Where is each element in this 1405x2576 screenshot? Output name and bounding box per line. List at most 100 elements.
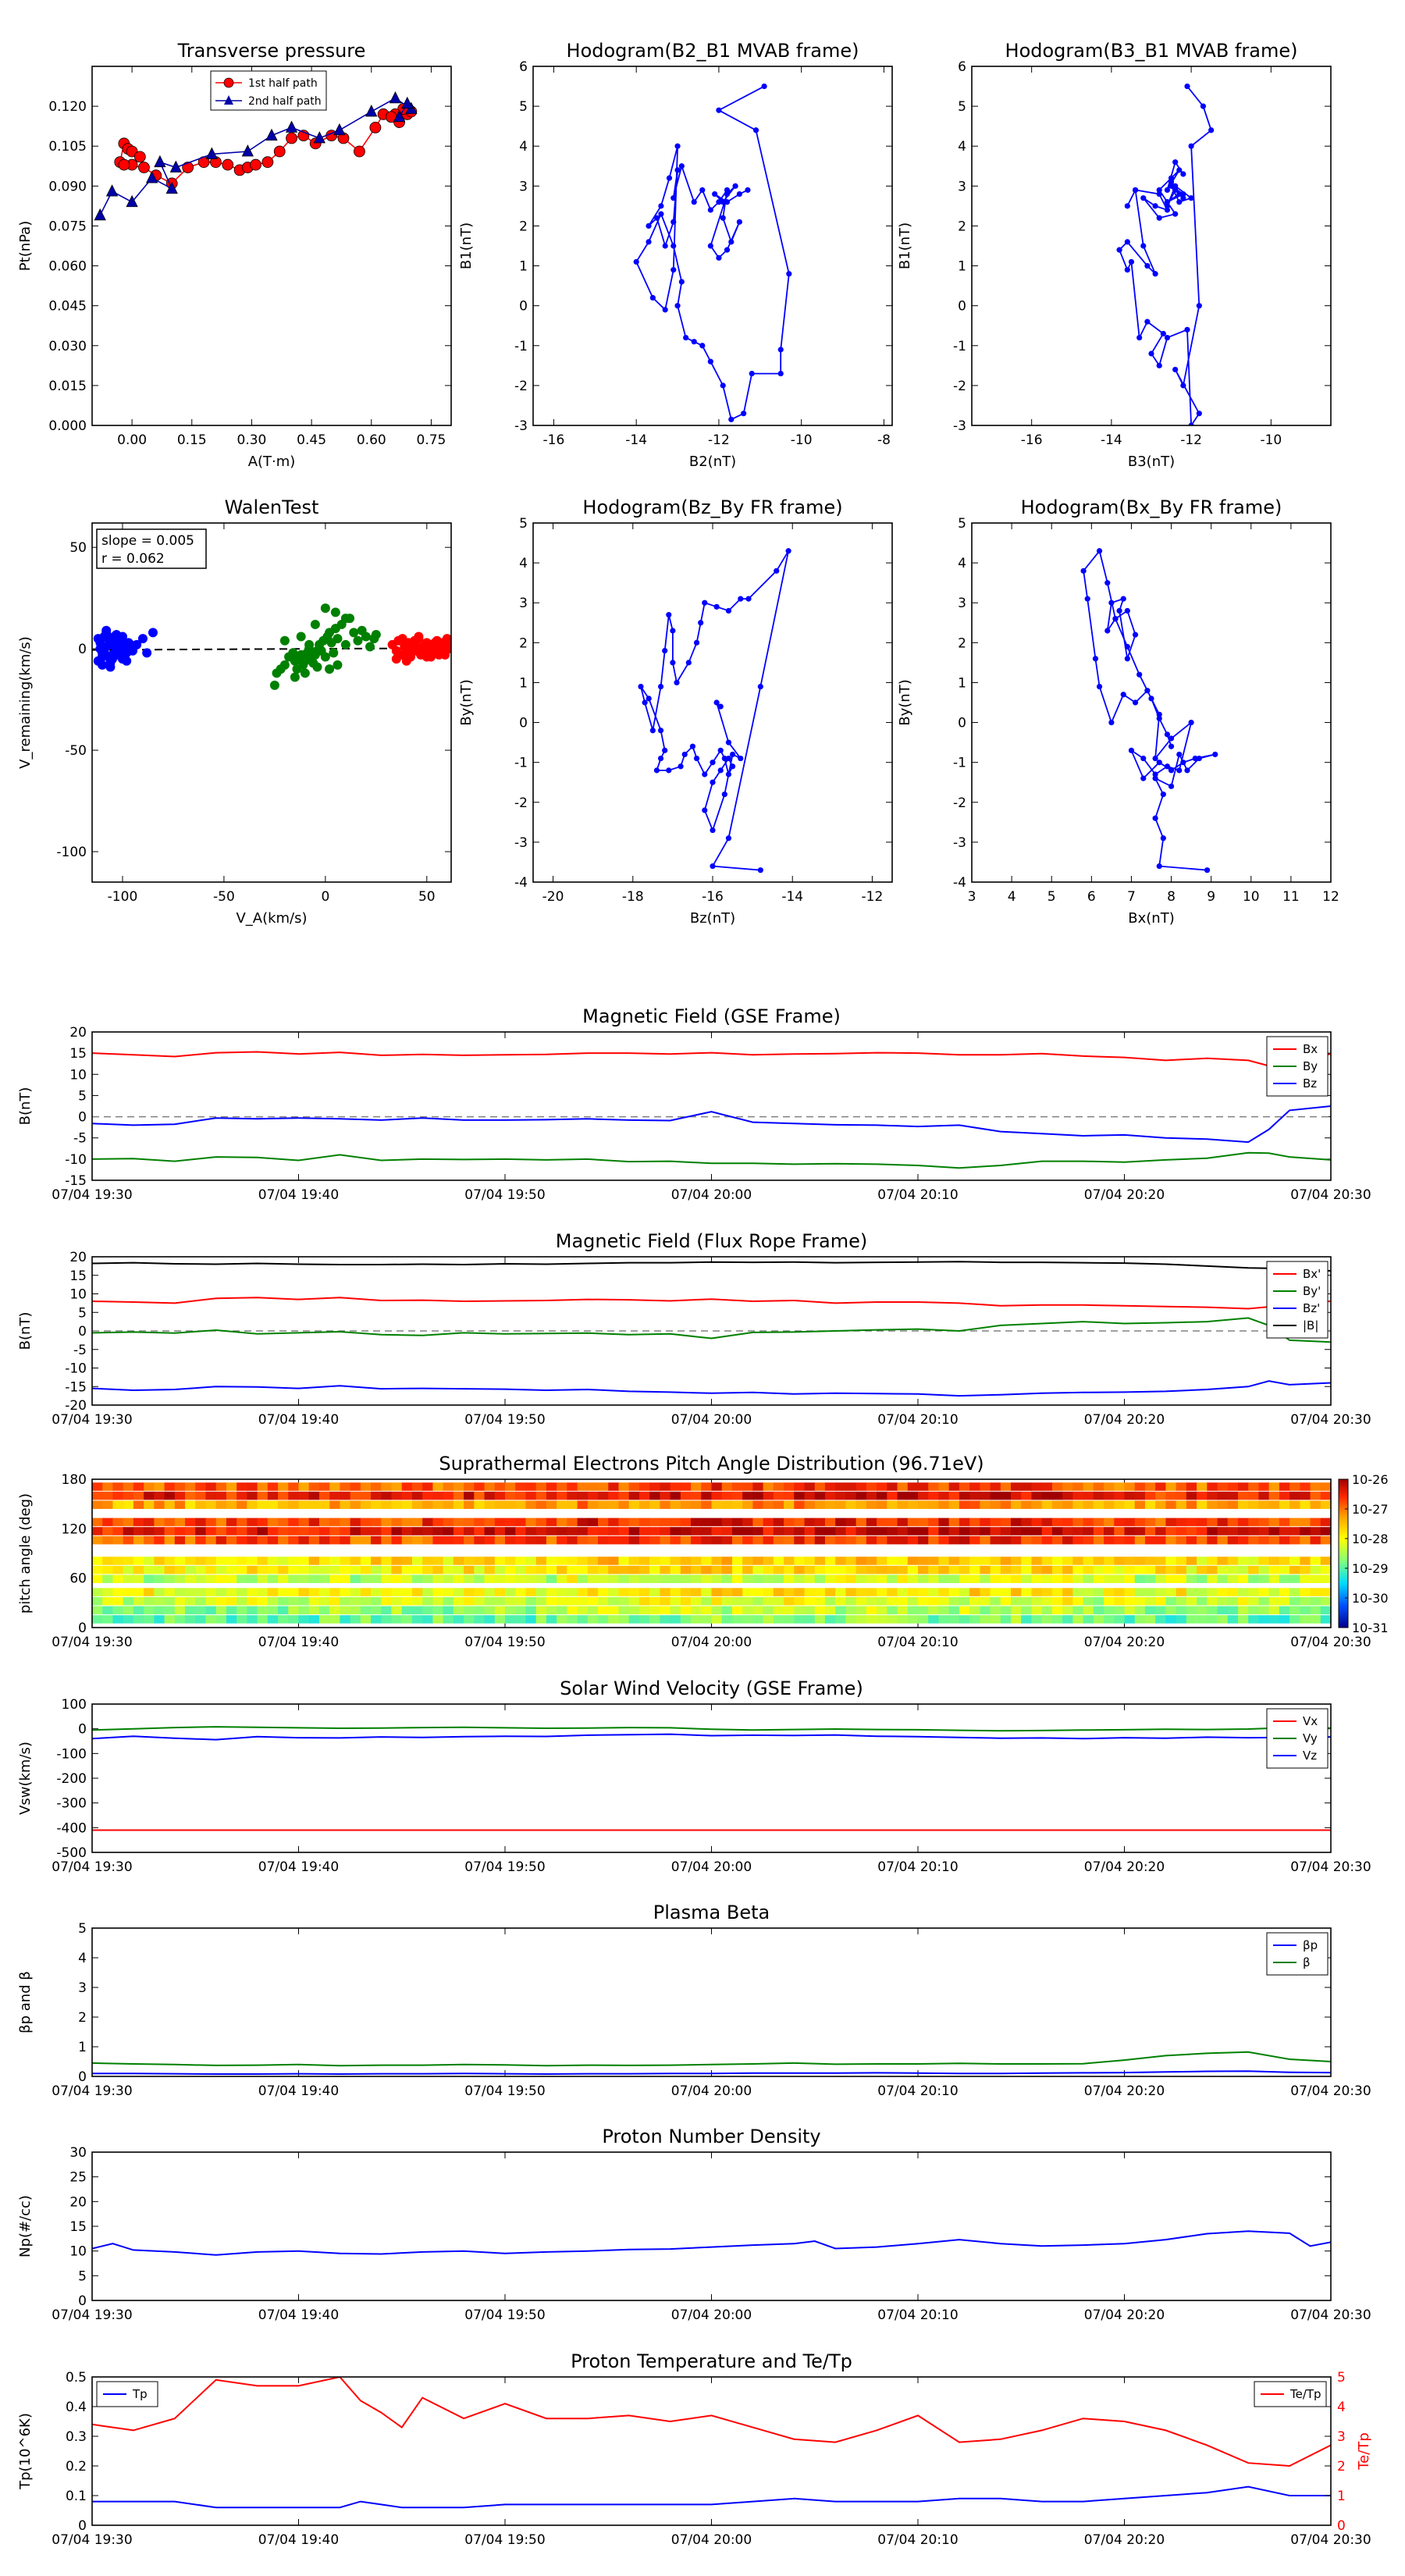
plot-area xyxy=(92,1261,1331,1397)
heatmap-cell xyxy=(608,1527,620,1535)
colorbar xyxy=(1338,1478,1349,1628)
y-tick-label: 0.030 xyxy=(48,339,87,354)
heatmap-cell xyxy=(948,1527,960,1535)
heatmap-cell xyxy=(608,1596,620,1606)
heatmap-cell xyxy=(371,1527,382,1535)
heatmap-cell xyxy=(763,1574,774,1583)
heatmap-cell xyxy=(804,1491,816,1500)
data-point xyxy=(1120,692,1126,698)
panel-hodo-bx-by: Hodogram(Bx_By FR frame)3 4 5 6 7 8 9 10 11 12-4-… xyxy=(897,496,1339,927)
heatmap-cell xyxy=(763,1596,774,1606)
heatmap-cell xyxy=(628,1491,640,1500)
data-point xyxy=(777,347,784,353)
data-point xyxy=(1152,755,1158,762)
x-tick-label: 9 xyxy=(1207,889,1215,905)
heatmap-cell xyxy=(1114,1527,1126,1535)
heatmap-cell xyxy=(92,1482,103,1491)
heatmap-cell xyxy=(918,1565,929,1574)
heatmap-cell xyxy=(102,1500,114,1509)
heatmap-cell xyxy=(794,1535,806,1545)
heatmap-cell xyxy=(123,1596,134,1606)
heatmap-cell xyxy=(897,1606,909,1615)
chart-title: Magnetic Field (GSE Frame) xyxy=(582,1005,841,1027)
colorbar-tick-label: 10-30 xyxy=(1352,1591,1389,1606)
heatmap-cell xyxy=(990,1574,1001,1583)
heatmap-cell xyxy=(938,1574,950,1583)
heatmap-cell xyxy=(174,1527,186,1535)
annotation-frame xyxy=(96,528,207,569)
y-tick-label: 180 xyxy=(62,1472,87,1488)
data-point xyxy=(1156,215,1162,221)
heatmap-cell xyxy=(237,1557,247,1565)
data-point xyxy=(738,596,744,602)
heatmap-cell xyxy=(887,1615,898,1624)
data-point xyxy=(365,105,378,117)
heatmap-cell xyxy=(907,1482,919,1491)
heatmap-cell xyxy=(195,1482,207,1491)
heatmap-cell xyxy=(360,1491,372,1500)
heatmap-cell xyxy=(308,1491,320,1500)
heatmap-cell xyxy=(835,1615,847,1624)
panel-hodo-b3-b1: Hodogram(B3_B1 MVAB frame)-16 -14 -12 -10-3… xyxy=(897,40,1332,470)
panel-walen-test: WalenTest-100 -50 0 50-100-50050V_A(km/s)V_… xyxy=(17,496,452,927)
data-point xyxy=(1188,195,1194,201)
heatmap-cell xyxy=(267,1517,279,1527)
heatmap-cell xyxy=(237,1482,247,1491)
x-tick-label: -12 xyxy=(1180,432,1202,448)
heatmap-cell xyxy=(237,1527,247,1535)
data-point xyxy=(725,835,732,841)
heatmap-cell xyxy=(763,1615,774,1624)
heatmap-cell xyxy=(484,1574,496,1583)
heatmap-cell xyxy=(1093,1500,1104,1509)
x-tick-label: 07/04 20:00 xyxy=(671,2307,752,2323)
heatmap-cell xyxy=(598,1491,609,1500)
heatmap-cell xyxy=(515,1596,527,1606)
heatmap-cell xyxy=(102,1517,114,1527)
heatmap-cell xyxy=(877,1527,887,1535)
legend: Tp xyxy=(96,2381,158,2407)
heatmap-cell xyxy=(731,1615,743,1624)
heatmap-cell xyxy=(752,1527,764,1535)
heatmap-cell xyxy=(1083,1565,1094,1574)
data-point xyxy=(1132,699,1139,706)
x-tick-label: 12 xyxy=(1322,889,1339,905)
heatmap-cell xyxy=(443,1565,454,1574)
heatmap-cell xyxy=(123,1491,134,1500)
data-point xyxy=(653,767,660,774)
y-tick-label: -1 xyxy=(514,756,528,771)
x-tick-label: 5 xyxy=(1048,889,1056,905)
heatmap-cell xyxy=(1072,1535,1084,1545)
heatmap-cell xyxy=(1176,1527,1187,1535)
data-point xyxy=(1180,382,1186,389)
heatmap-cell xyxy=(1217,1482,1229,1491)
heatmap-cell xyxy=(1155,1527,1166,1535)
heatmap-cell xyxy=(1237,1535,1249,1545)
heatmap-cell xyxy=(670,1588,681,1596)
heatmap-cell xyxy=(226,1615,237,1624)
heatmap-cell xyxy=(1268,1606,1280,1615)
heatmap-cell xyxy=(1165,1491,1177,1500)
data-point xyxy=(261,156,274,169)
heatmap-cell xyxy=(670,1482,681,1491)
heatmap-cell xyxy=(1289,1606,1300,1615)
data-point xyxy=(1116,607,1122,614)
y-axis-label: Vsw(km/s) xyxy=(17,1742,34,1815)
heatmap-cell xyxy=(505,1574,516,1583)
heatmap-cell xyxy=(721,1588,733,1596)
heatmap-cell xyxy=(701,1500,713,1509)
heatmap-cell xyxy=(267,1500,279,1509)
y-tick-label: 10 xyxy=(69,2244,87,2260)
heatmap-cell xyxy=(195,1517,207,1527)
x-tick-label: 07/04 20:10 xyxy=(877,1187,958,1203)
heatmap-cell xyxy=(267,1596,279,1606)
heatmap-cell xyxy=(298,1615,310,1624)
x-tick-label: 07/04 20:20 xyxy=(1084,2532,1165,2548)
heatmap-cell xyxy=(185,1615,196,1624)
x-tick-label: 0.00 xyxy=(117,432,147,448)
y-tick-label: -400 xyxy=(56,1820,87,1836)
heatmap-cell xyxy=(1217,1606,1229,1615)
heatmap-cell xyxy=(794,1491,806,1500)
heatmap-cell xyxy=(329,1517,340,1527)
heatmap-cell xyxy=(1207,1606,1218,1615)
heatmap-cell xyxy=(443,1606,454,1615)
